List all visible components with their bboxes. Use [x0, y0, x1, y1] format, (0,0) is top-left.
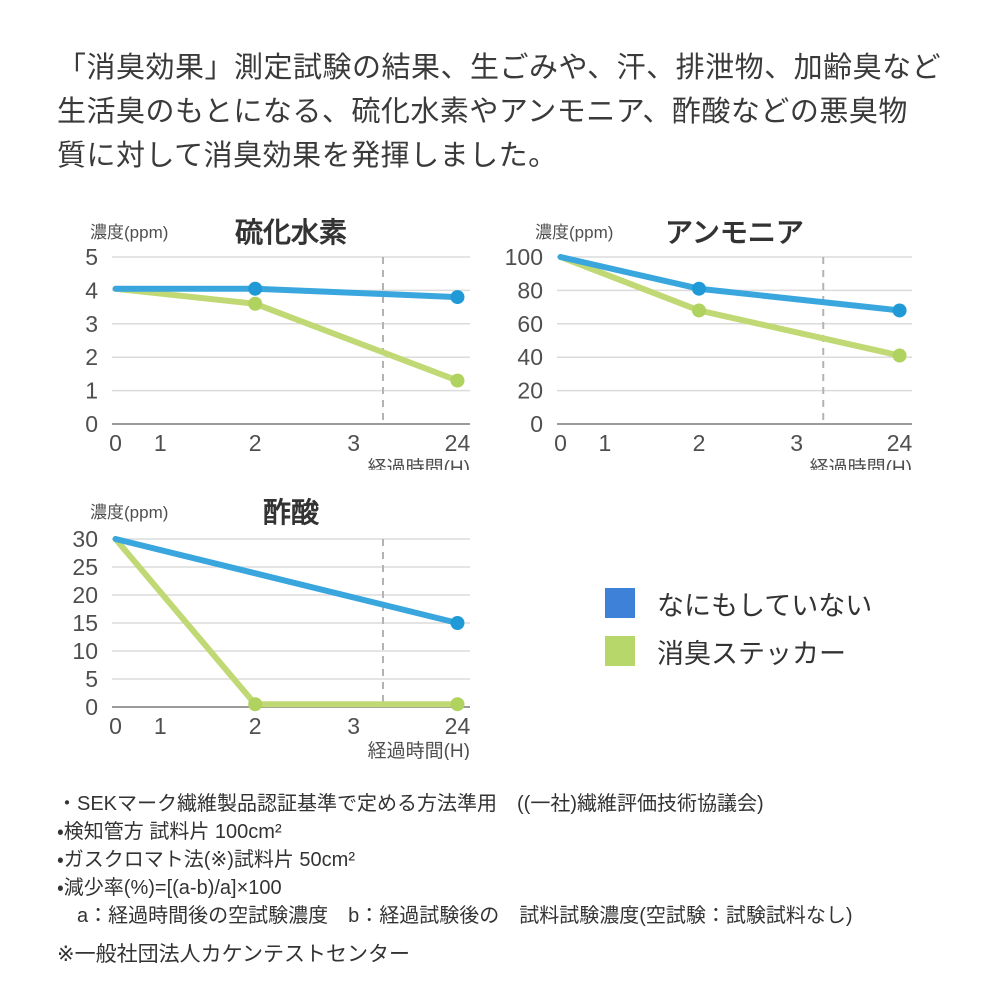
acetic-acid-chart: 0 5 10 15 20 25 30 0 1 2 3 24 濃度(ppm) 酢酸経過時間(H) — [60, 488, 500, 762]
svg-text:15: 15 — [72, 610, 98, 636]
svg-text:3: 3 — [85, 311, 98, 337]
legend-item-deodorant-sticker: 消臭ステッカー — [605, 636, 872, 669]
svg-text:24: 24 — [445, 430, 471, 456]
legend: なにもしていない 消臭ステッカー — [605, 588, 872, 684]
svg-text:20: 20 — [72, 582, 98, 608]
svg-text:0: 0 — [109, 430, 122, 456]
svg-text:0: 0 — [85, 411, 98, 437]
deodorant-sticker-color-swatch — [605, 636, 635, 666]
svg-text:4: 4 — [85, 277, 98, 303]
svg-text:経過時間(H): 経過時間(H) — [368, 457, 470, 470]
svg-text:3: 3 — [790, 430, 803, 456]
svg-text:80: 80 — [517, 277, 543, 303]
svg-text:1: 1 — [599, 430, 612, 456]
legend-label-deodorant-sticker: 消臭ステッカー — [657, 638, 846, 669]
svg-text:濃度(ppm): 濃度(ppm) — [535, 223, 613, 242]
hydrogen-sulfide-chart: 0 1 2 3 4 5 0 1 2 3 24 濃度(ppm) 硫化水素 経過時間(H) — [60, 208, 500, 479]
svg-text:濃度(ppm): 濃度(ppm) — [90, 503, 168, 522]
ammonia-chart: 0 20 40 60 80 100 0 1 2 3 24 濃度(ppm) アンモニア経過時間(H) — [500, 208, 960, 479]
svg-text:24: 24 — [887, 430, 913, 456]
svg-text:3: 3 — [347, 713, 360, 739]
svg-text:0: 0 — [85, 694, 98, 720]
svg-text:1: 1 — [154, 713, 167, 739]
svg-text:2: 2 — [693, 430, 706, 456]
svg-text:1: 1 — [85, 378, 98, 404]
svg-text:40: 40 — [517, 344, 543, 370]
test-center-note: ※一般社団法人カケンテストセンター — [57, 943, 410, 966]
svg-text:2: 2 — [249, 713, 262, 739]
svg-text:1: 1 — [154, 430, 167, 456]
svg-text:酢酸: 酢酸 — [263, 497, 320, 528]
svg-text:25: 25 — [72, 554, 98, 580]
svg-text:10: 10 — [72, 638, 98, 664]
svg-text:24: 24 — [445, 713, 471, 739]
svg-text:20: 20 — [517, 378, 543, 404]
svg-text:0: 0 — [554, 430, 567, 456]
svg-text:経過時間(H): 経過時間(H) — [810, 457, 912, 470]
svg-text:0: 0 — [530, 411, 543, 437]
svg-text:100: 100 — [505, 244, 543, 270]
legend-item-untreated: なにもしていない — [605, 588, 872, 621]
svg-text:5: 5 — [85, 666, 98, 692]
test-method-footnotes: ・SEKマーク繊維製品認証基準で定める方法準用 ((一社)繊維評価技術協議会) … — [57, 793, 853, 927]
svg-text:60: 60 — [517, 311, 543, 337]
untreated-color-swatch — [605, 588, 635, 618]
svg-text:5: 5 — [85, 244, 98, 270]
svg-text:3: 3 — [347, 430, 360, 456]
legend-label-untreated: なにもしていない — [657, 590, 873, 621]
intro-paragraph: 「消臭効果」測定試験の結果、生ごみや、汗、排泄物、加齢臭など 生活臭のもとになる… — [57, 52, 942, 172]
svg-text:アンモニア: アンモニア — [665, 217, 804, 248]
svg-text:経過時間(H): 経過時間(H) — [368, 740, 470, 760]
svg-text:2: 2 — [85, 344, 98, 370]
svg-text:2: 2 — [249, 430, 262, 456]
svg-text:0: 0 — [109, 713, 122, 739]
svg-text:濃度(ppm): 濃度(ppm) — [90, 223, 168, 242]
svg-text:硫化水素: 硫化水素 — [235, 217, 347, 248]
svg-text:30: 30 — [72, 526, 98, 552]
